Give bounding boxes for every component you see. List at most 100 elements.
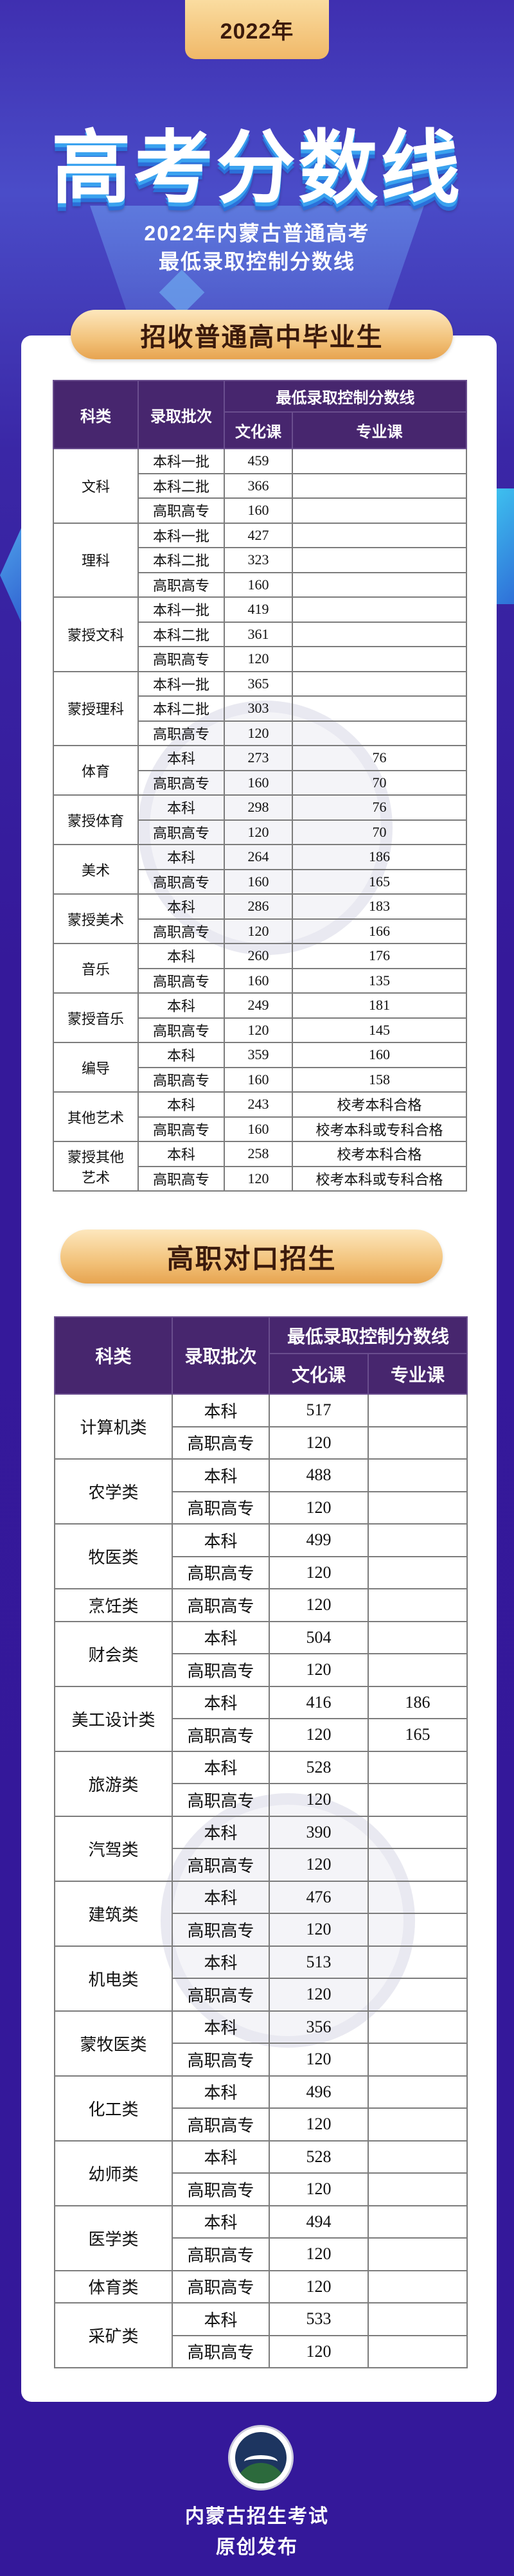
culture-score-cell: 120 [224,1165,293,1192]
left-arrow-decoration [0,524,23,627]
batch-cell: 高职高专 [137,1066,225,1093]
culture-score-cell: 533 [269,2302,369,2336]
header-major: 专业课 [292,411,467,449]
culture-score-cell: 120 [269,1848,369,1882]
culture-score-cell: 120 [224,819,293,845]
category-cell: 体育 [53,745,139,796]
table-row: 旅游类 本科 528 [54,1750,468,1817]
batch-cell: 本科 [137,844,225,870]
culture-score-cell: 258 [224,1141,293,1167]
right-edge-decoration [495,488,514,604]
culture-score-cell: 286 [224,893,293,920]
table-row: 幼师类 本科 528 [54,2140,468,2206]
table-row: 高职高专 120 [55,1978,468,2012]
table-row: 烹饪类 高职高专 120 [54,1588,468,1622]
culture-score-cell: 120 [269,2043,369,2077]
header-category: 科类 [54,1316,173,1395]
culture-score-cell: 459 [224,448,293,474]
table-row: 理科 本科一批 427 [53,522,467,598]
table-row: 美工设计类 本科 416 186 [54,1685,468,1752]
category-cell: 编导 [53,1042,139,1093]
batch-cell: 本科一批 [137,596,225,623]
culture-score-cell: 160 [224,769,293,796]
batch-cell: 本科 [172,1458,270,1492]
category-cell: 音乐 [53,943,139,994]
category-cell: 蒙授其他艺术 [53,1141,139,1192]
culture-score-cell: 120 [224,720,293,746]
culture-score-cell: 528 [269,1750,369,1784]
footer-tagline: 原创发布 [216,2537,298,2558]
major-score-cell [292,522,467,548]
major-score-cell [367,2172,468,2206]
table-row: 高职高专 120 [55,1653,468,1687]
batch-cell: 高职高专 [172,1490,270,1525]
culture-score-cell: 476 [269,1880,369,1914]
major-score-cell [367,1393,468,1427]
batch-cell: 本科 [172,1620,270,1654]
batch-cell: 高职高专 [172,1426,270,1460]
major-score-cell: 70 [292,819,467,845]
batch-cell: 高职高专 [172,1848,270,1882]
major-score-cell: 76 [292,794,467,821]
batch-cell: 本科 [172,2010,270,2044]
culture-score-cell: 120 [269,2269,369,2303]
batch-cell: 本科 [172,1393,270,1427]
culture-score-cell: 120 [224,1017,293,1043]
table-row: 高职高专 120 [55,2172,468,2206]
major-score-cell [367,1523,468,1557]
year-badge: 2022年 [185,0,329,59]
batch-cell: 本科 [137,943,225,969]
culture-score-cell: 120 [269,1426,369,1460]
batch-cell: 高职高专 [137,769,225,796]
culture-score-cell: 120 [269,1490,369,1525]
category-cell: 蒙授文科 [53,596,139,672]
header-score-line: 最低录取控制分数线 [224,380,467,413]
table-row: 音乐 本科 260 176 [53,943,467,994]
culture-score-cell: 528 [269,2140,369,2174]
table-row: 本科二批 366 [53,472,467,499]
batch-cell: 高职高专 [172,1718,270,1752]
section2-title-pill: 高职对口招生 [60,1230,443,1284]
major-score-cell: 校考本科合格 [292,1141,467,1167]
batch-cell: 高职高专 [172,1653,270,1687]
culture-score-cell: 160 [224,1066,293,1093]
table-row: 本科二批 323 [53,547,467,573]
culture-score-cell: 120 [269,1718,369,1752]
major-score-cell [367,2010,468,2044]
inner-mongolia-admissions-logo-icon [228,2425,294,2491]
major-score-cell [367,1458,468,1492]
category-cell: 蒙授美术 [53,893,139,944]
table-row: 建筑类 本科 476 [54,1880,468,1947]
header-batch: 录取批次 [172,1316,270,1395]
table-row: 编导 本科 359 160 [53,1042,467,1093]
batch-cell: 本科二批 [137,621,225,647]
culture-score-cell: 359 [224,1042,293,1068]
culture-score-cell: 260 [224,943,293,969]
major-score-cell: 183 [292,893,467,920]
table-row: 高职高专 120 [55,2237,468,2271]
major-score-cell [367,1848,468,1882]
category-cell: 财会类 [54,1620,173,1687]
table-row: 高职高专 120 [55,1426,468,1460]
culture-score-cell: 303 [224,695,293,722]
culture-score-cell: 504 [269,1620,369,1654]
batch-cell: 本科 [137,745,225,771]
major-score-cell: 165 [367,1718,468,1752]
major-score-cell: 166 [292,918,467,944]
major-score-cell: 校考本科或专科合格 [292,1116,467,1142]
batch-cell: 高职高专 [172,2237,270,2271]
major-score-cell: 70 [292,769,467,796]
culture-score-cell: 120 [269,2334,369,2368]
header-culture: 文化课 [224,411,293,449]
category-cell: 计算机类 [54,1393,173,1460]
major-score-cell [292,695,467,722]
culture-score-cell: 120 [269,2107,369,2142]
table-row: 体育 本科 273 76 [53,745,467,796]
table-row: 高职高专 160 135 [53,967,467,994]
table-row: 高职高专 160 158 [53,1066,467,1093]
batch-cell: 本科 [137,992,225,1019]
table-row: 机电类 本科 513 [54,1945,468,2012]
table-row: 本科二批 303 [53,695,467,722]
header-category: 科类 [53,380,139,449]
culture-score-cell: 120 [269,2237,369,2271]
